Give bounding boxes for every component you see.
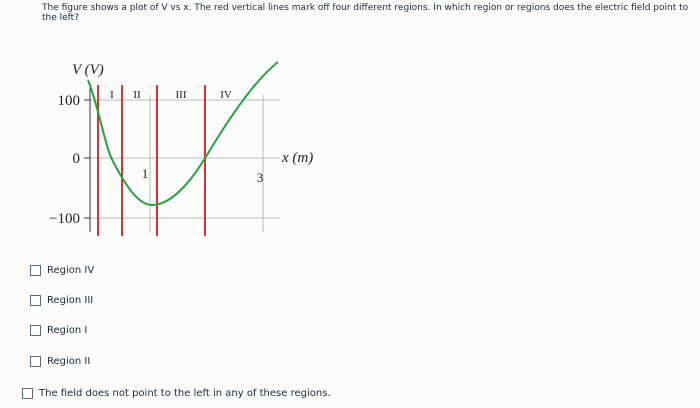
x-tick-label: 3 [257, 170, 264, 185]
option[interactable]: Region III [30, 295, 93, 306]
curve [87, 61, 279, 207]
checkbox[interactable] [30, 356, 41, 367]
region-label: III [176, 89, 187, 101]
option[interactable]: Region I [30, 325, 87, 336]
option-text: Region I [47, 325, 88, 336]
option[interactable]: Region II [30, 356, 90, 367]
option[interactable]: The field does not point to the left in … [22, 388, 331, 399]
y-label: V (V) [72, 62, 104, 78]
x-tick-label: 1 [142, 166, 149, 181]
checkbox[interactable] [22, 388, 33, 399]
checkbox[interactable] [30, 295, 41, 306]
region-label: II [133, 89, 141, 101]
question: The figure shows a plot of V vs x. The r… [42, 3, 689, 23]
option-text: Region III [47, 295, 94, 306]
y-tick-label: 100 [58, 93, 81, 109]
region-label: I [110, 89, 114, 101]
option[interactable]: Region IV [30, 265, 94, 276]
x-label: x (m) [281, 150, 313, 166]
y-tick-label: −100 [49, 211, 80, 227]
option-text: The field does not point to the left in … [39, 388, 331, 399]
option-text: Region II [47, 356, 91, 367]
y-tick-label: 0 [73, 151, 81, 167]
checkbox[interactable] [30, 325, 41, 336]
region-label: IV [220, 89, 232, 101]
checkbox[interactable] [30, 265, 41, 276]
option-text: Region IV [47, 265, 95, 276]
